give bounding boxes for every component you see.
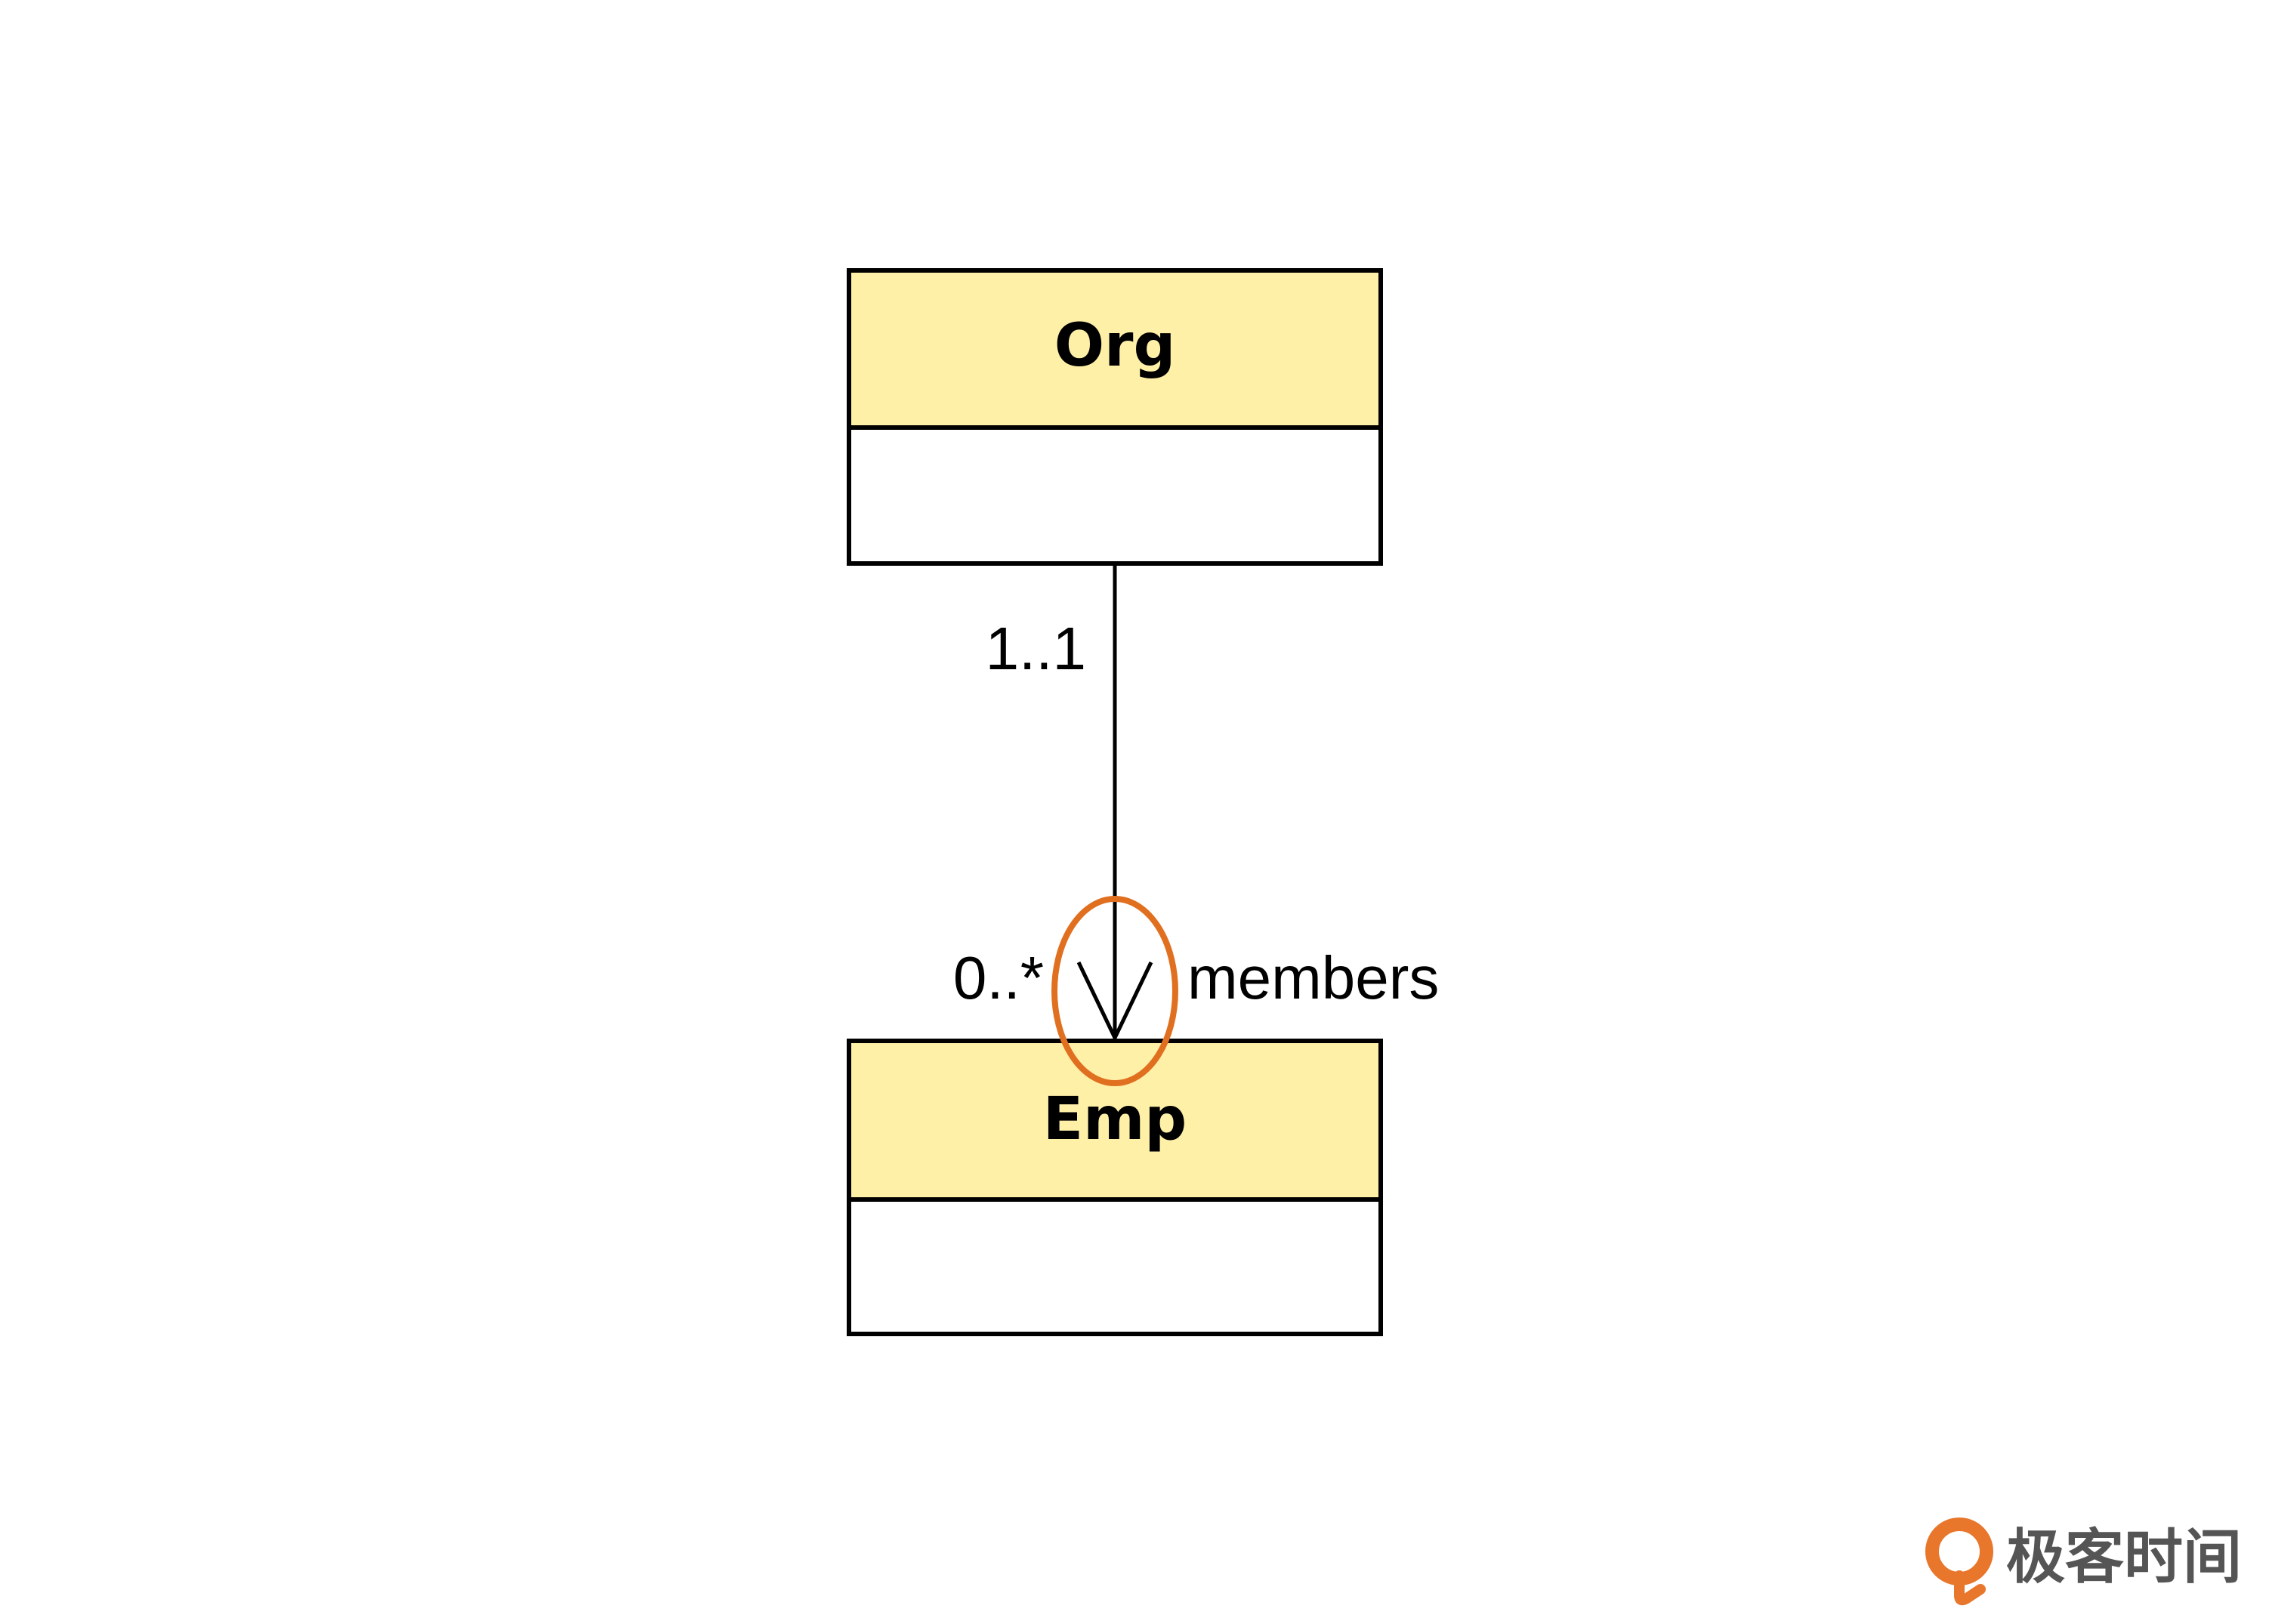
class-org[interactable]: Org [847,268,1383,566]
class-emp-header [847,1039,1383,1202]
class-emp-body [847,1197,1383,1336]
class-emp-name: Emp [1043,1085,1187,1153]
highlight-circle [1051,896,1178,1086]
navigability-arrowhead [1076,961,1153,1042]
class-org-name: Org [1054,312,1176,380]
target-role-label: members [1187,944,1439,1011]
target-multiplicity-label: 0..* [953,944,1044,1011]
watermark-text: 极客时间 [2006,1524,2242,1592]
class-emp[interactable]: Emp [847,1039,1383,1336]
geektime-logo-icon [1925,1517,1993,1606]
class-org-body [847,425,1383,566]
source-multiplicity-label: 1..1 [986,615,1086,682]
geektime-watermark: 极客时间 [1925,1517,2242,1606]
class-org-header [847,268,1383,430]
